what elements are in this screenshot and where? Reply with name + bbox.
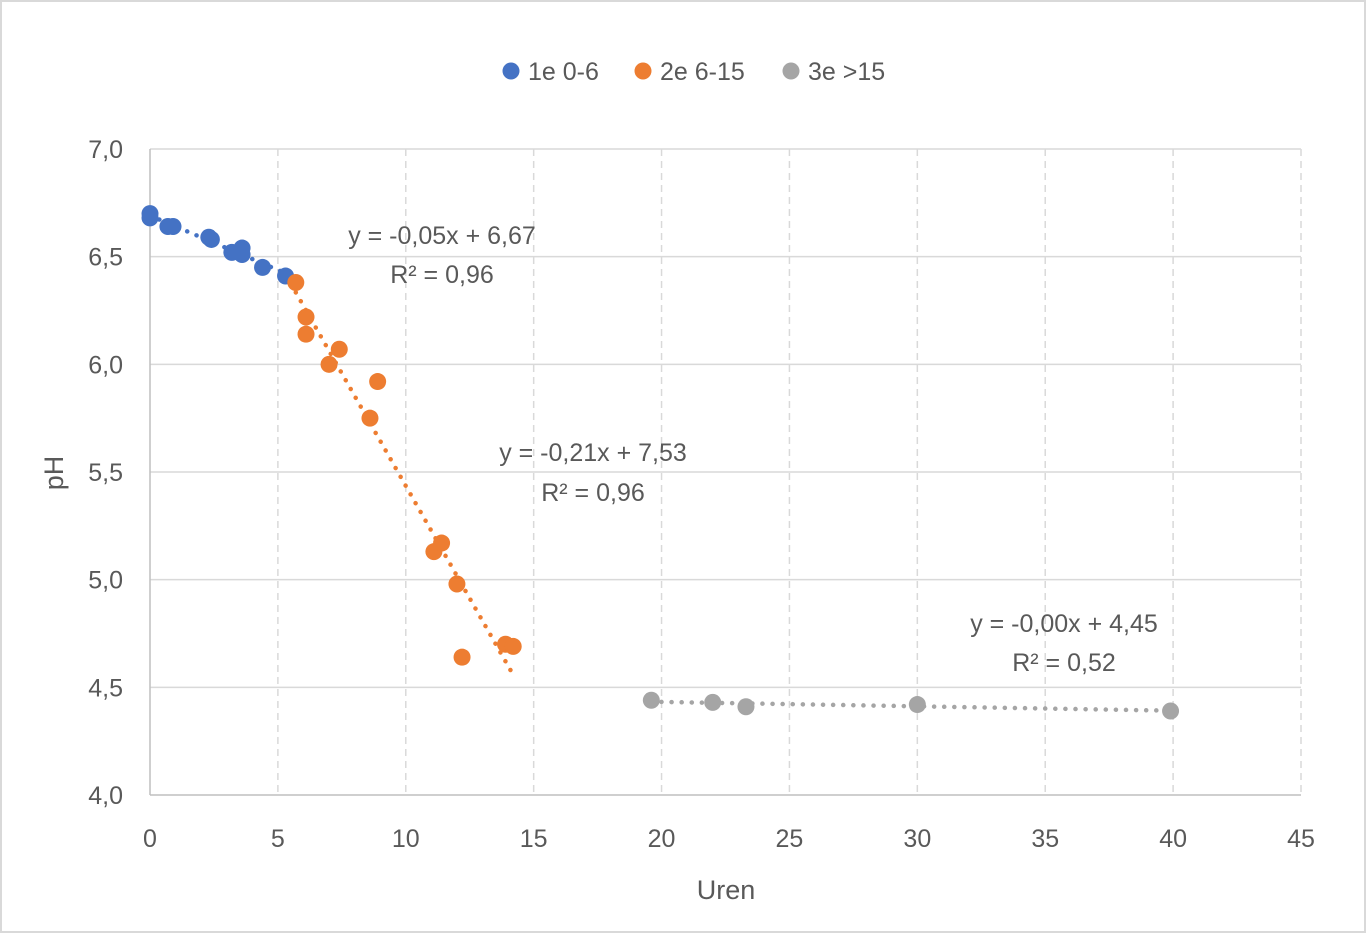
legend-label: 2e 6-15 <box>660 58 745 86</box>
data-point <box>164 218 182 236</box>
x-tick-label: 20 <box>648 825 676 853</box>
trendline-r-squared: R² = 0,52 <box>1012 649 1116 677</box>
data-point <box>141 209 159 227</box>
x-tick-label: 25 <box>776 825 804 853</box>
legend-marker <box>782 62 800 80</box>
legend-marker <box>502 62 520 80</box>
legend-marker <box>634 62 652 80</box>
data-point <box>433 534 451 552</box>
trendline-equation: y = -0,00x + 4,45 <box>970 610 1158 638</box>
data-point <box>453 648 471 666</box>
x-tick-label: 30 <box>903 825 931 853</box>
y-tick-label: 5,0 <box>88 567 123 595</box>
trendline-equation: y = -0,21x + 7,53 <box>499 439 687 467</box>
data-point <box>737 698 755 716</box>
data-point <box>233 246 251 264</box>
x-tick-label: 40 <box>1159 825 1187 853</box>
data-point <box>330 340 348 358</box>
x-tick-label: 5 <box>271 825 285 853</box>
x-tick-label: 10 <box>392 825 420 853</box>
x-axis-title: Uren <box>697 875 756 905</box>
data-point <box>369 373 387 391</box>
trendline-equation: y = -0,05x + 6,67 <box>348 222 536 250</box>
y-tick-label: 6,0 <box>88 351 123 379</box>
axes <box>149 149 1301 796</box>
legend: 1e 0-6 2e 6-15 3e >15 <box>502 58 885 86</box>
x-tick-label: 0 <box>143 825 157 853</box>
data-point <box>504 637 522 655</box>
data-point <box>287 274 305 292</box>
data-point <box>297 308 315 326</box>
trendline-equations: y = -0,05x + 6,67 R² = 0,96 y = -0,21x + 7… <box>348 222 1158 677</box>
tick-labels: 0 5 10 15 20 25 30 35 40 45 4,0 4,5 5,0 5,5 6,0 6,5 7,0 <box>88 136 1315 853</box>
data-point <box>908 696 926 714</box>
y-tick-label: 5,5 <box>88 459 123 487</box>
data-point <box>1162 702 1180 720</box>
y-axis-title: pH <box>39 456 69 491</box>
legend-label: 1e 0-6 <box>528 58 599 86</box>
y-tick-label: 4,5 <box>88 674 123 702</box>
legend-label: 3e >15 <box>808 58 885 86</box>
data-point <box>320 355 338 373</box>
data-point <box>254 258 272 276</box>
y-tick-label: 6,5 <box>88 244 123 272</box>
data-point <box>704 693 722 711</box>
x-tick-label: 45 <box>1287 825 1315 853</box>
data-point <box>202 230 220 248</box>
data-point <box>448 575 466 593</box>
trendline <box>649 699 1173 713</box>
data-point <box>642 691 660 709</box>
x-tick-label: 35 <box>1031 825 1059 853</box>
grid <box>150 148 1302 795</box>
trendline-r-squared: R² = 0,96 <box>541 479 645 507</box>
x-tick-label: 15 <box>520 825 548 853</box>
data-point <box>297 325 315 343</box>
trendline <box>293 290 516 678</box>
y-tick-label: 4,0 <box>88 782 123 810</box>
data-points <box>141 205 1180 720</box>
trendline-r-squared: R² = 0,96 <box>390 261 494 289</box>
data-point <box>361 409 379 427</box>
y-tick-label: 7,0 <box>88 136 123 164</box>
